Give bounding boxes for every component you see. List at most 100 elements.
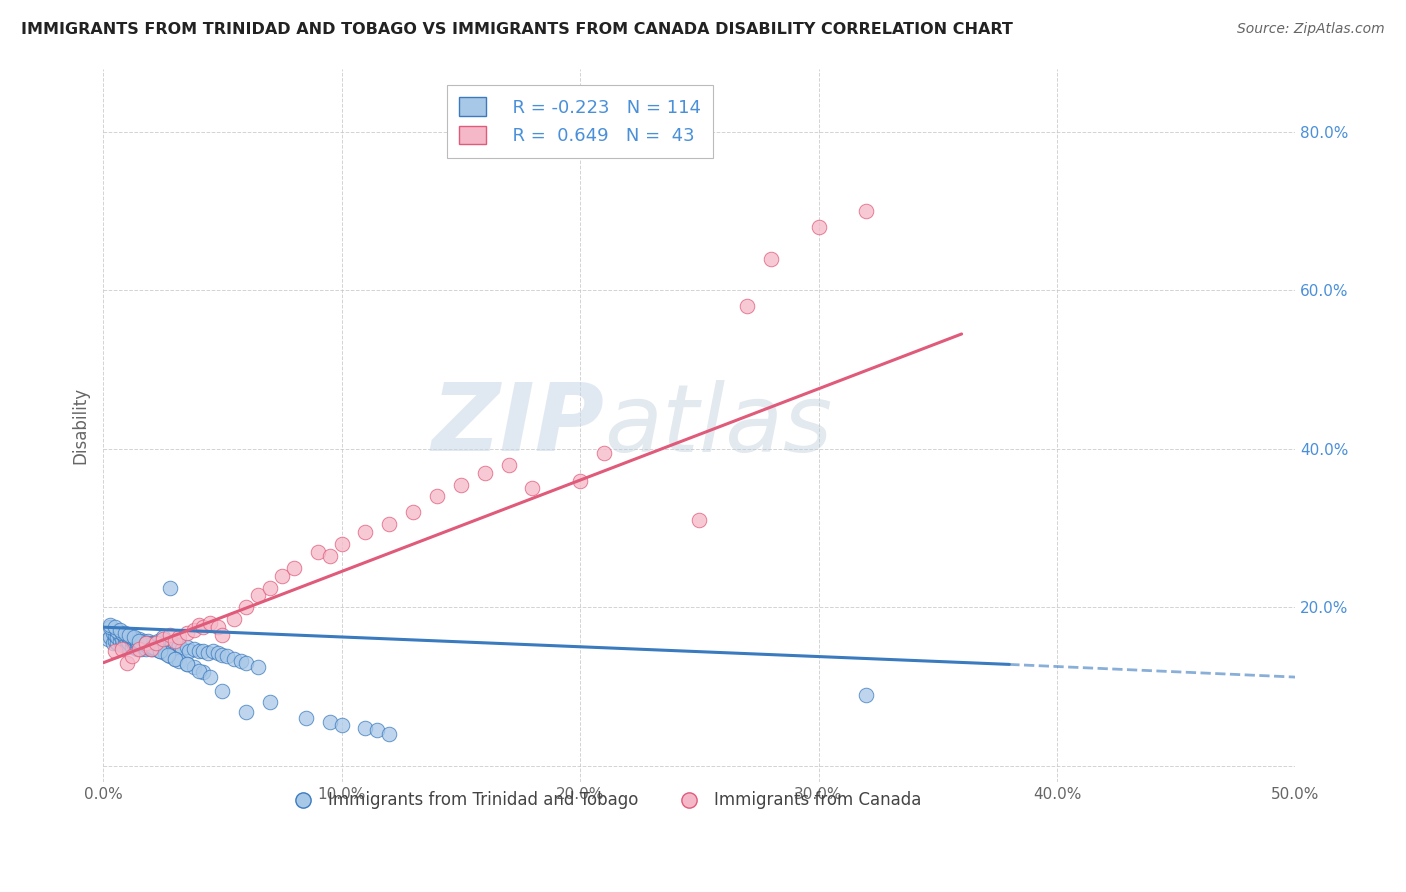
Point: [128, 641, 150, 656]
Point: [163, 640, 186, 654]
Point: [107, 636, 129, 650]
Point: [759, 252, 782, 266]
Point: [201, 644, 224, 658]
Point: [176, 657, 198, 672]
Point: [142, 641, 165, 656]
Point: [121, 640, 143, 654]
Point: [330, 717, 353, 731]
Point: [128, 632, 150, 646]
Point: [211, 648, 233, 662]
Point: [474, 466, 496, 480]
Point: [235, 705, 257, 719]
Point: [159, 649, 181, 664]
Point: [211, 628, 233, 642]
Point: [111, 632, 134, 646]
Text: IMMIGRANTS FROM TRINIDAD AND TOBAGO VS IMMIGRANTS FROM CANADA DISABILITY CORRELA: IMMIGRANTS FROM TRINIDAD AND TOBAGO VS I…: [21, 22, 1012, 37]
Point: [152, 631, 174, 645]
Point: [156, 648, 179, 662]
Point: [688, 513, 710, 527]
Point: [498, 458, 520, 472]
Point: [129, 641, 152, 656]
Point: [163, 652, 186, 666]
Point: [145, 636, 167, 650]
Point: [855, 204, 877, 219]
Point: [378, 727, 401, 741]
Point: [122, 632, 145, 646]
Point: [193, 620, 215, 634]
Point: [197, 646, 219, 660]
Point: [115, 628, 138, 642]
Point: [193, 644, 215, 658]
Point: [593, 446, 616, 460]
Point: [139, 641, 162, 656]
Point: [139, 641, 162, 656]
Point: [855, 688, 877, 702]
Point: [139, 640, 162, 654]
Point: [200, 670, 222, 684]
Point: [193, 665, 215, 680]
Point: [104, 620, 127, 634]
Point: [159, 581, 181, 595]
Point: [271, 568, 294, 582]
Point: [135, 641, 157, 656]
Point: [122, 631, 145, 645]
Point: [211, 683, 233, 698]
Point: [135, 636, 157, 650]
Point: [121, 649, 143, 664]
Point: [231, 654, 253, 668]
Point: [111, 639, 134, 653]
Point: [735, 299, 758, 313]
Point: [104, 623, 127, 637]
Point: [295, 711, 318, 725]
Point: [125, 633, 148, 648]
Point: [132, 640, 155, 654]
Point: [402, 505, 425, 519]
Point: [283, 560, 305, 574]
Point: [169, 631, 191, 645]
Point: [224, 652, 246, 666]
Point: [114, 636, 136, 650]
Point: [145, 641, 167, 656]
Point: [129, 636, 152, 650]
Point: [118, 636, 141, 650]
Point: [149, 644, 172, 658]
Point: [569, 474, 592, 488]
Point: [235, 600, 257, 615]
Point: [118, 631, 141, 645]
Point: [247, 660, 270, 674]
Point: [111, 641, 134, 656]
Point: [183, 660, 205, 674]
Point: [125, 636, 148, 650]
Point: [98, 617, 121, 632]
Point: [235, 656, 257, 670]
Point: [125, 641, 148, 656]
Point: [366, 723, 388, 738]
Point: [156, 639, 179, 653]
Point: [135, 636, 157, 650]
Point: [107, 624, 129, 639]
Point: [121, 631, 143, 645]
Point: [330, 537, 353, 551]
Point: [183, 623, 205, 637]
Point: [354, 524, 377, 539]
Point: [259, 581, 281, 595]
Point: [426, 490, 449, 504]
Point: [166, 641, 188, 656]
Point: [115, 640, 138, 654]
Point: [101, 625, 124, 640]
Text: ZIP: ZIP: [432, 379, 605, 471]
Point: [176, 657, 198, 672]
Point: [200, 616, 222, 631]
Point: [132, 633, 155, 648]
Point: [111, 625, 134, 640]
Point: [128, 639, 150, 653]
Point: [217, 649, 239, 664]
Point: [98, 631, 121, 645]
Point: [307, 545, 329, 559]
Point: [135, 639, 157, 653]
Point: [128, 633, 150, 648]
Point: [142, 640, 165, 654]
Point: [142, 636, 165, 650]
Point: [138, 640, 160, 654]
Point: [115, 628, 138, 642]
